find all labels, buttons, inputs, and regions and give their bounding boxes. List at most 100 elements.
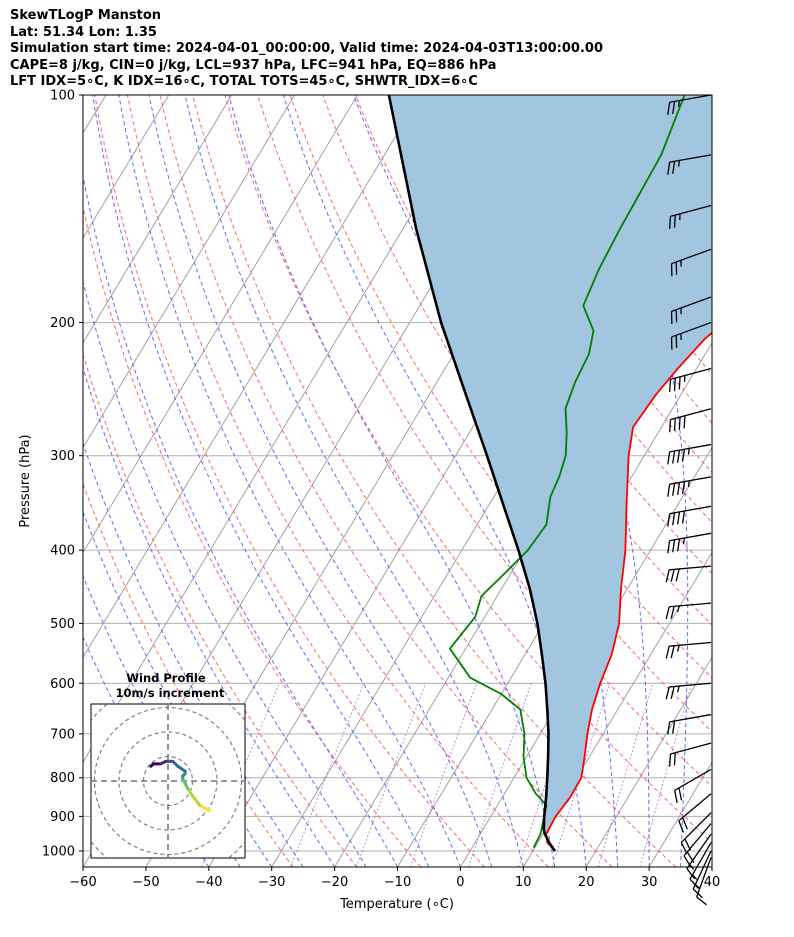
wind-barb-flag	[667, 162, 671, 175]
dry-adiabat	[126, 95, 549, 867]
mixing-ratio-line	[410, 683, 477, 867]
wind-barb	[667, 94, 712, 115]
x-tick-label: 30	[641, 875, 658, 890]
mixing-ratio-line	[551, 683, 611, 867]
profile-lines	[387, 95, 712, 852]
wind-barb-staff	[669, 532, 712, 542]
wind-barb-staff	[669, 713, 712, 723]
wind-barb-staff	[669, 94, 712, 103]
wind-barb-flag	[670, 645, 675, 659]
wind-barb	[680, 812, 712, 855]
wind-barb-flag	[669, 419, 672, 433]
dewpoint-line	[449, 95, 686, 849]
wind-barb-staff	[670, 367, 712, 380]
index-line: LFT IDX=5∘C, K IDX=16∘C, TOTAL TOTS=45∘C…	[10, 74, 478, 89]
hodograph-rings	[91, 704, 245, 858]
wind-barb-flag	[673, 418, 676, 431]
wind-barb-staff	[683, 823, 712, 857]
x-tick-label: 40	[704, 875, 721, 890]
wind-barb-half-flag	[692, 874, 698, 880]
isotherm-line	[83, 95, 358, 554]
wind-barb-flag	[669, 216, 672, 230]
wind-barb-flag	[665, 686, 670, 700]
hodograph-trace-segment	[198, 804, 212, 812]
dry-adiabat	[713, 95, 794, 867]
wind-barb-flag	[667, 540, 671, 554]
wind-barb	[667, 505, 712, 527]
wind-barb-flag	[683, 415, 686, 429]
y-tick-label: 1000	[42, 844, 75, 859]
wind-barb-flag	[670, 686, 675, 699]
hodograph-trace-segment	[149, 762, 155, 768]
mixing-ratio-line	[598, 683, 654, 867]
wind-barb-flag	[678, 820, 685, 833]
moist-adiabat	[228, 95, 556, 867]
wind-barb-flag	[672, 539, 676, 553]
wind-barb-staff	[680, 812, 712, 843]
cape-area	[388, 95, 712, 851]
dry-adiabat	[746, 95, 794, 867]
isotherm-line	[585, 656, 712, 867]
wind-barb-flag	[678, 376, 681, 390]
isotherm-line	[460, 446, 712, 867]
parcel-line	[387, 95, 556, 852]
x-tick-label: −20	[321, 875, 348, 890]
dry-adiabat	[289, 95, 712, 733]
wind-barb	[670, 248, 712, 277]
wind-barb	[665, 641, 712, 659]
isotherm-line	[397, 341, 712, 867]
y-tick-label: 300	[50, 449, 75, 464]
wind-barb	[665, 682, 712, 700]
location-line: Lat: 51.34 Lon: 1.35	[10, 24, 157, 40]
y-tick-label: 500	[50, 617, 75, 632]
dry-adiabat	[83, 482, 294, 867]
wind-barb	[670, 321, 712, 350]
moist-adiabat	[184, 95, 524, 867]
wind-barb-flag	[678, 787, 683, 801]
wind-barb-staff	[686, 833, 712, 869]
isotherm-line	[711, 866, 712, 867]
dry-adiabat	[83, 205, 422, 867]
wind-barb-half-flag	[677, 100, 681, 107]
wind-barb	[667, 154, 712, 175]
wind-barb-half-flag	[687, 448, 690, 455]
hodograph-subtitle: 10m/s increment	[116, 686, 225, 700]
wind-barb-flag	[686, 868, 695, 880]
dry-adiabat	[192, 95, 677, 867]
wind-barb-flag	[681, 481, 686, 495]
hodograph-trace-segment	[191, 794, 202, 807]
wind-barb-flag	[669, 379, 672, 392]
x-tick-label: 20	[578, 875, 595, 890]
x-axis-label: Temperature (∘C)	[339, 897, 454, 912]
wind-barb-flag	[680, 842, 688, 855]
moist-adiabat	[83, 441, 304, 867]
wind-barb-staff	[696, 857, 712, 898]
wind-barb-flag	[676, 450, 681, 463]
wind-barb-staff	[671, 296, 712, 312]
y-tick-label: 900	[50, 810, 75, 825]
wind-barb-flag	[676, 511, 681, 525]
y-tick-label: 800	[50, 771, 75, 786]
wind-barb-flag	[667, 513, 671, 527]
mixing-ratio-line	[639, 683, 693, 867]
wind-barb-flag	[673, 790, 678, 803]
wind-barb-flag	[667, 451, 671, 465]
wind-barb	[669, 408, 712, 433]
isotherm-line	[83, 95, 170, 239]
wind-barb	[667, 443, 712, 465]
dry-adiabat	[159, 95, 613, 867]
y-axis-ticks: 100 200 300 400 500 600 700 800 900 1000	[42, 89, 83, 859]
wind-barb-half-flag	[682, 537, 686, 545]
y-tick-label: 600	[50, 677, 75, 692]
wind-barb-flag	[696, 896, 707, 906]
x-tick-label: 10	[515, 875, 532, 890]
moist-adiabat	[83, 173, 398, 867]
wind-barb-flag	[682, 817, 688, 830]
wind-barb	[673, 768, 712, 803]
hodograph-title: Wind Profile	[126, 671, 206, 685]
wind-barb-flag	[672, 512, 676, 526]
wind-barb	[696, 857, 712, 906]
x-tick-label: −40	[195, 875, 222, 890]
moist-adiabat	[744, 95, 794, 867]
wind-barb-flag	[672, 450, 676, 464]
